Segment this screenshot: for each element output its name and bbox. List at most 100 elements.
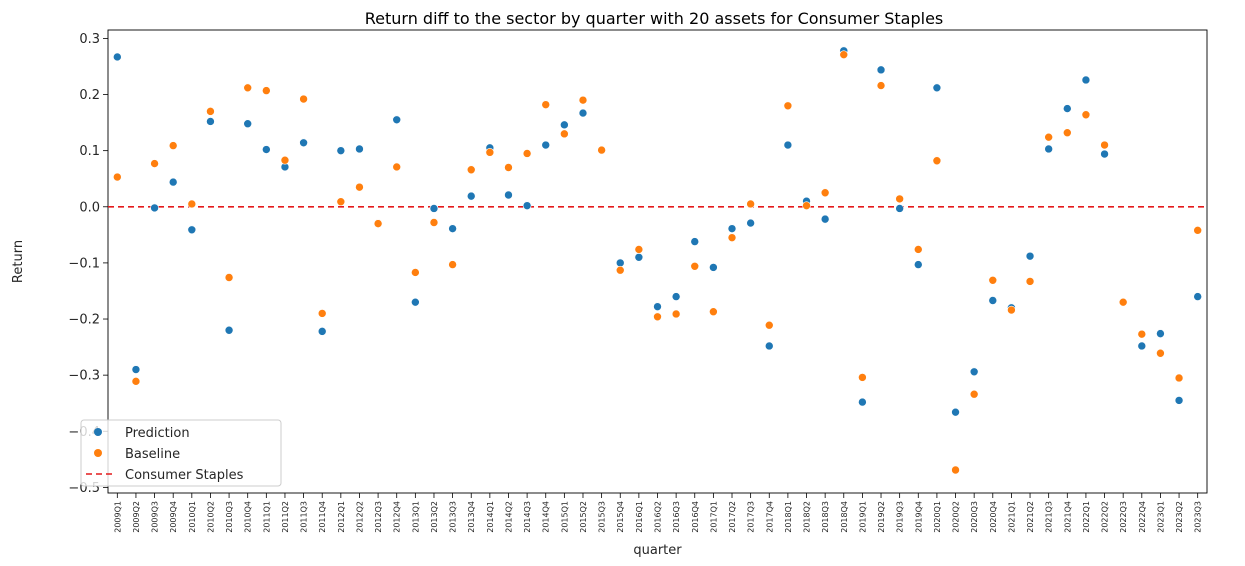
point-prediction-2011q1 <box>262 145 271 154</box>
x-tick-label: 2015Q1 <box>560 501 569 533</box>
x-tick-label: 2017Q1 <box>709 501 718 533</box>
point-baseline-2015q3 <box>597 145 606 155</box>
point-prediction-2016q2 <box>653 302 662 311</box>
point-baseline-2014q1 <box>485 148 495 157</box>
y-tick-label: −0.2 <box>68 313 100 328</box>
point-baseline-2023q3 <box>1193 226 1202 235</box>
point-baseline-2017q1 <box>709 307 718 317</box>
point-baseline-2023q1 <box>1156 348 1165 358</box>
point-baseline-2016q4 <box>690 261 700 271</box>
x-tick-label: 2018Q3 <box>821 501 830 533</box>
x-axis-label: quarter <box>633 543 682 558</box>
legend-label-prediction: Prediction <box>125 426 190 441</box>
x-tick-label: 2021Q3 <box>1045 501 1054 533</box>
x-tick-label: 2020Q2 <box>952 501 961 533</box>
point-prediction-2016q4 <box>690 237 700 246</box>
x-tick-label: 2022Q4 <box>1138 501 1147 533</box>
x-tick-label: 2010Q2 <box>206 501 215 533</box>
point-prediction-2022q2 <box>1100 149 1109 159</box>
point-baseline-2020q2 <box>951 465 960 475</box>
legend-label-baseline: Baseline <box>125 447 180 462</box>
x-tick-label: 2015Q4 <box>616 501 625 533</box>
point-prediction-2016q3 <box>671 292 681 301</box>
x-tick-label: 2018Q2 <box>803 501 812 533</box>
point-baseline-2019q4 <box>913 245 923 254</box>
y-tick-label: 0.2 <box>79 88 100 103</box>
x-tick-label: 2020Q4 <box>989 501 998 533</box>
point-baseline-2021q4 <box>1062 128 1072 138</box>
chart-title: Return diff to the sector by quarter wit… <box>365 9 944 28</box>
point-baseline-2018q3 <box>820 188 830 198</box>
point-baseline-2012q2 <box>355 182 364 192</box>
point-prediction-2009q3 <box>150 203 159 213</box>
x-tick-label: 2018Q1 <box>784 501 793 533</box>
point-prediction-2019q4 <box>913 260 923 269</box>
legend-marker-baseline <box>94 449 102 457</box>
point-baseline-2012q4 <box>392 162 402 172</box>
x-tick-label: 2009Q4 <box>169 501 178 533</box>
point-baseline-2023q2 <box>1174 373 1184 383</box>
point-baseline-2015q2 <box>578 95 588 105</box>
point-prediction-2014q3 <box>522 201 532 210</box>
x-tick-label: 2014Q3 <box>523 501 532 533</box>
x-tick-label: 2011Q4 <box>318 501 327 533</box>
x-tick-label: 2009Q1 <box>113 501 122 533</box>
point-prediction-2015q4 <box>615 258 625 268</box>
point-prediction-2011q4 <box>317 327 327 336</box>
legend-marker-prediction <box>94 428 102 436</box>
point-baseline-2016q2 <box>653 312 662 322</box>
point-baseline-2009q1 <box>113 172 122 182</box>
point-baseline-2014q2 <box>504 163 513 172</box>
point-prediction-2014q4 <box>541 140 551 150</box>
x-tick-label: 2016Q1 <box>635 501 644 533</box>
point-prediction-2020q1 <box>932 83 942 93</box>
point-baseline-2022q4 <box>1137 329 1147 339</box>
point-baseline-2010q3 <box>224 273 234 282</box>
legend: Prediction Baseline Consumer Staples <box>80 419 282 487</box>
point-baseline-2011q2 <box>280 155 290 165</box>
point-prediction-2013q4 <box>466 191 476 201</box>
point-baseline-2011q3 <box>299 94 308 104</box>
point-prediction-2021q3 <box>1044 144 1053 154</box>
point-baseline-2018q2 <box>802 201 811 210</box>
legend-label-reference-line: Consumer Staples <box>125 468 244 483</box>
point-baseline-2013q3 <box>448 260 457 269</box>
point-prediction-2009q2 <box>131 365 141 374</box>
x-axis: 2009Q1 2009Q2 2009Q3 2009Q4 2010Q1 2010Q2 2010… <box>113 493 1203 533</box>
point-baseline-2022q2 <box>1100 140 1109 150</box>
point-baseline-2013q4 <box>466 165 476 175</box>
point-prediction-2023q1 <box>1156 329 1165 338</box>
point-baseline-2010q2 <box>206 107 215 116</box>
point-prediction-2015q1 <box>560 120 569 130</box>
x-tick-label: 2012Q4 <box>393 501 402 533</box>
point-baseline-2013q1 <box>411 268 420 277</box>
x-tick-label: 2021Q1 <box>1007 501 1016 533</box>
point-baseline-2014q4 <box>541 100 551 109</box>
point-prediction-2016q1 <box>634 252 644 262</box>
x-tick-label: 2009Q2 <box>132 501 141 533</box>
point-prediction-2019q3 <box>895 204 904 213</box>
point-prediction-2020q3 <box>969 367 979 377</box>
x-tick-label: 2009Q3 <box>151 501 160 533</box>
x-tick-label: 2020Q1 <box>933 501 942 533</box>
point-baseline-2022q3 <box>1118 297 1128 307</box>
x-tick-label: 2012Q2 <box>355 501 364 533</box>
x-tick-label: 2021Q2 <box>1026 501 1035 533</box>
point-prediction-2014q2 <box>504 190 513 200</box>
point-prediction-2018q1 <box>783 140 793 150</box>
x-tick-label: 2010Q4 <box>244 501 253 533</box>
point-baseline-2017q2 <box>727 233 737 242</box>
point-baseline-2011q4 <box>317 309 327 318</box>
x-tick-label: 2019Q2 <box>877 501 886 533</box>
x-tick-label: 2014Q2 <box>504 501 513 533</box>
point-baseline-2021q1 <box>1007 305 1016 315</box>
y-tick-label: 0.0 <box>79 200 100 215</box>
y-tick-label: 0.3 <box>79 32 100 47</box>
point-baseline-2010q4 <box>243 83 253 93</box>
point-baseline-2020q1 <box>932 156 942 166</box>
point-prediction-2023q2 <box>1174 396 1184 405</box>
x-tick-label: 2015Q2 <box>579 501 588 533</box>
x-tick-label: 2023Q2 <box>1175 501 1184 533</box>
y-tick-label: −0.1 <box>68 256 100 271</box>
